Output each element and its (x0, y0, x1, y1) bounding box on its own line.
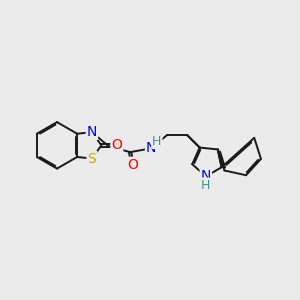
Text: S: S (88, 152, 96, 166)
Text: H: H (152, 135, 161, 148)
Text: O: O (127, 158, 138, 172)
Text: O: O (111, 138, 122, 152)
Text: H: H (200, 178, 210, 192)
Text: N: N (87, 125, 97, 139)
Text: N: N (201, 169, 211, 183)
Text: N: N (146, 141, 156, 155)
